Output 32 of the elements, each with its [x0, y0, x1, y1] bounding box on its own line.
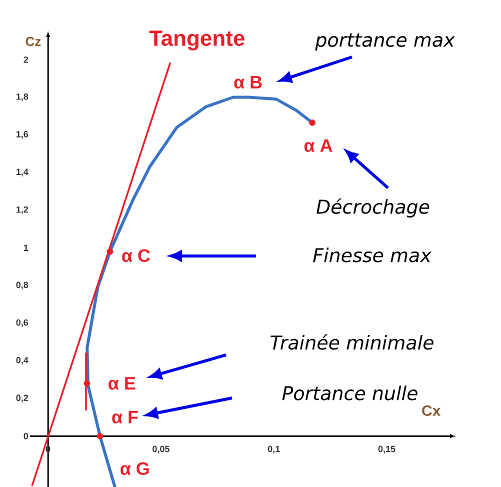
annotation: α A: [304, 139, 332, 152]
y-tick-label: 1,8: [16, 93, 28, 102]
annotation: Portance nulle: [282, 386, 418, 400]
annotation: porttance max: [315, 33, 455, 51]
y-axis-title: Cz: [26, 36, 41, 46]
annotation: Finesse max: [313, 248, 432, 262]
annotation: α F: [112, 410, 138, 424]
annotation: Trainée minimale: [270, 334, 434, 350]
x-tick-label: 0,05: [152, 446, 170, 454]
y-tick-label: 0,2: [16, 394, 28, 402]
y-tick-label: 1,6: [16, 131, 28, 139]
x-tick-label: 0,1: [268, 446, 280, 454]
point: [309, 119, 316, 126]
series-label: Tangente: [149, 30, 244, 50]
point: [96, 432, 104, 440]
annotation: α G: [120, 462, 149, 475]
y-tick-label: 2: [24, 56, 28, 63]
annotation: α C: [122, 249, 150, 262]
annotation: α E: [108, 377, 136, 390]
x-tick-label: 0,15: [378, 446, 396, 454]
y-tick-label: 0,6: [16, 319, 28, 328]
x-axis-title: Cx: [422, 405, 441, 416]
annotation: Décrochage: [316, 198, 430, 218]
y-tick-label: 1,4: [16, 168, 28, 176]
y-tick-label: 0,8: [16, 282, 28, 290]
point: [84, 380, 90, 387]
y-tick-label: 0: [24, 432, 28, 440]
y-tick-label: 0,4: [16, 356, 28, 365]
y-tick-label: 1: [24, 244, 28, 251]
point: [106, 248, 114, 255]
annotation: α B: [234, 76, 262, 89]
y-tick-label: 1,2: [16, 206, 28, 214]
